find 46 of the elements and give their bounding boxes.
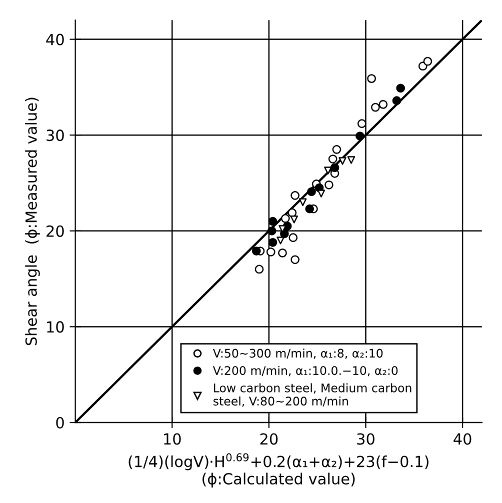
x-tick-label: 40 <box>454 433 472 445</box>
point <box>332 145 342 154</box>
point <box>305 204 314 214</box>
legend-label: V:200 m/min, α₁:10.0.−10, α₂:0 <box>212 366 398 376</box>
legend-label: Low carbon steel, Medium carbon steel, V:80~200 m/min <box>213 383 412 407</box>
point <box>290 255 300 264</box>
point <box>254 264 264 274</box>
point <box>278 248 287 258</box>
y-tick-label: 0 <box>56 416 64 429</box>
y-tick-label: 40 <box>46 34 64 46</box>
point <box>396 84 406 93</box>
x-axis-title: (1/4)(logV)·H$^{0.69}$+0.2(α₁+α₂)+23(f−0.1) (ϕ:Calculated value) <box>128 453 428 488</box>
point <box>392 96 402 106</box>
point <box>324 180 334 190</box>
point <box>268 216 278 226</box>
point <box>378 100 388 109</box>
point <box>280 214 290 223</box>
point <box>356 132 364 140</box>
point <box>276 236 284 244</box>
point <box>357 119 366 128</box>
point <box>338 157 346 165</box>
point <box>307 187 316 196</box>
x-tick-label: 30 <box>357 433 374 445</box>
legend-label: V:50~300 m/min, α₁:8, α₂:10 <box>212 348 383 359</box>
point <box>290 216 298 224</box>
x-tick-label: 20 <box>260 433 278 445</box>
x-tick-label: 10 <box>164 433 181 445</box>
point <box>266 248 276 256</box>
y-tick-label: 10 <box>47 321 64 333</box>
point <box>252 246 261 256</box>
point <box>290 191 300 200</box>
y-tick-label: 30 <box>46 130 64 142</box>
y-tick-label: 20 <box>46 225 64 237</box>
point <box>267 226 276 236</box>
point <box>367 74 376 83</box>
y-axis-title: Shear angle (ϕ:Measured value) <box>25 98 40 346</box>
point <box>298 198 307 206</box>
point <box>370 102 380 112</box>
point <box>328 154 338 164</box>
point <box>288 233 298 242</box>
point <box>317 190 326 198</box>
point <box>347 156 356 164</box>
point <box>288 208 297 218</box>
point <box>423 56 432 66</box>
point <box>268 238 278 247</box>
point <box>330 163 340 172</box>
